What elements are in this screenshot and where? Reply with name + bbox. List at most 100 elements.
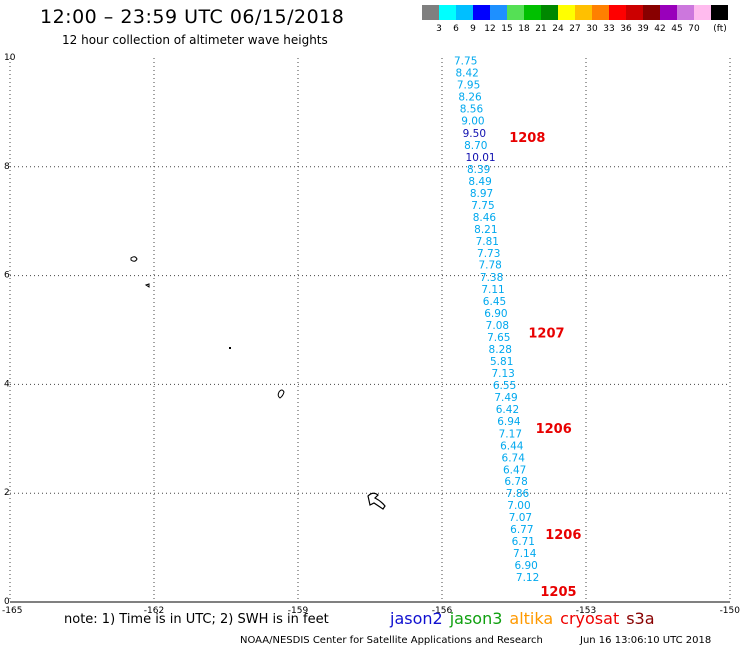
y-tick-label: 6 [4,271,10,281]
color-swatch [660,5,677,20]
color-swatch [626,5,643,20]
wave-height-value: 7.11 [481,284,504,296]
wave-height-value: 6.55 [493,380,516,392]
wave-height-value: 8.42 [455,68,478,80]
wave-height-value: 7.75 [454,56,477,68]
satellite-legend-item: jason2 [390,609,443,628]
color-legend-label: 42 [654,24,666,34]
map-frame [9,58,731,603]
color-swatch [609,5,626,20]
color-swatch [711,5,728,20]
wave-height-value: 6.42 [496,404,519,416]
track-labels: 1208 1207 1206 1206 1205 [509,131,581,600]
wave-height-value: 7.38 [480,272,503,284]
wave-height-value: 7.78 [478,260,501,272]
wave-height-value: 6.44 [500,440,524,452]
wave-height-value: 6.47 [503,464,526,476]
wave-height-value: 5.81 [490,356,513,368]
satellite-legend-item: altika [509,609,554,628]
wave-height-value: 6.45 [483,296,506,308]
island-french-frigate [229,347,231,349]
color-swatch [524,5,541,20]
wave-height-value: 7.81 [476,236,499,248]
wave-height-value: 7.73 [477,248,500,260]
track-time-label: 1208 [509,131,545,146]
color-legend-label: 6 [453,24,459,34]
track-time-label: 1205 [540,585,576,600]
wave-height-value: 6.77 [510,524,533,536]
color-legend-unit: (ft) [713,24,727,34]
color-swatch [422,5,439,20]
units-note: note: 1) Time is in UTC; 2) SWH is in fe… [64,612,329,627]
color-legend-label: 36 [620,24,632,34]
page-subtitle: 12 hour collection of altimeter wave hei… [62,33,328,47]
color-swatch [643,5,660,20]
wave-height-value: 6.90 [484,308,507,320]
satellite-legend-item: s3a [626,609,655,628]
wave-height-value: 10.01 [466,152,496,164]
satellite-legend: jason2 jason3 altika cryosat s3a [390,609,662,628]
x-tick-label: -153 [576,606,596,616]
y-tick-label: 0 [4,597,10,607]
color-swatch [558,5,575,20]
wave-height-value: 8.70 [464,140,487,152]
color-swatch [575,5,592,20]
color-swatch [439,5,456,20]
wave-height-value: 8.21 [474,224,497,236]
wave-height-value: 8.56 [460,104,484,116]
satellite-legend-item: jason3 [449,609,503,628]
color-legend-label: 3 [436,24,442,34]
wave-height-value: 8.49 [468,176,491,188]
wave-height-value: 6.90 [514,560,537,572]
color-legend-label: 33 [603,24,615,34]
wave-height-value: 6.71 [512,536,535,548]
wave-height-value: 7.08 [486,320,509,332]
color-legend-label: 24 [552,24,564,34]
x-axis-labels: -165 -162 -159 -156 -153 -150 [2,606,740,616]
page-title: 12:00 – 23:59 UTC 06/15/2018 [40,6,345,28]
island-nihoa [130,256,138,262]
color-legend-label: 70 [688,24,700,34]
color-legend-label: 12 [484,24,496,34]
wave-height-value: 7.95 [457,80,480,92]
color-swatch [473,5,490,20]
wave-height-value: 6.74 [502,452,526,464]
color-legend-label: 45 [671,24,683,34]
footer-timestamp: Jun 16 13:06:10 UTC 2018 [580,635,712,646]
color-swatch [456,5,473,20]
color-legend-label: 9 [470,24,476,34]
x-tick-label: -165 [2,606,22,616]
wave-height-value: 8.39 [467,164,490,176]
island-necker [144,283,150,288]
wave-height-value: 9.50 [463,128,486,140]
wave-height-value: 6.78 [504,476,527,488]
x-tick-label: -156 [432,606,453,616]
wave-height-value: 6.94 [497,416,521,428]
y-tick-label: 2 [4,488,10,498]
map-grid [10,58,730,602]
wave-height-value: 7.12 [516,572,539,584]
wave-height-value: 7.13 [491,368,514,380]
wave-height-value: 7.14 [513,548,537,560]
footer-credit: NOAA/NESDIS Center for Satellite Applica… [240,635,543,646]
wave-height-value: 8.26 [458,92,482,104]
track-time-label: 1206 [536,422,572,437]
wave-height-value: 7.49 [494,392,517,404]
x-tick-label: -159 [288,606,309,616]
satellite-legend-item: cryosat [560,609,620,628]
wave-height-value: 7.75 [471,200,494,212]
wave-height-value: 7.00 [507,500,530,512]
wave-height-value: 7.07 [509,512,532,524]
wave-height-value: 8.28 [489,344,512,356]
color-swatch [507,5,524,20]
track-time-label: 1207 [528,327,564,342]
y-axis-labels: 10 8 6 4 2 0 [4,53,16,607]
x-tick-label: -150 [720,606,740,616]
color-legend-label: 30 [586,24,598,34]
x-tick-label: -162 [144,606,164,616]
color-swatch [694,5,711,20]
wave-height-value: 8.46 [473,212,497,224]
wave-height-value: 7.17 [499,428,522,440]
y-tick-label: 8 [4,162,10,172]
